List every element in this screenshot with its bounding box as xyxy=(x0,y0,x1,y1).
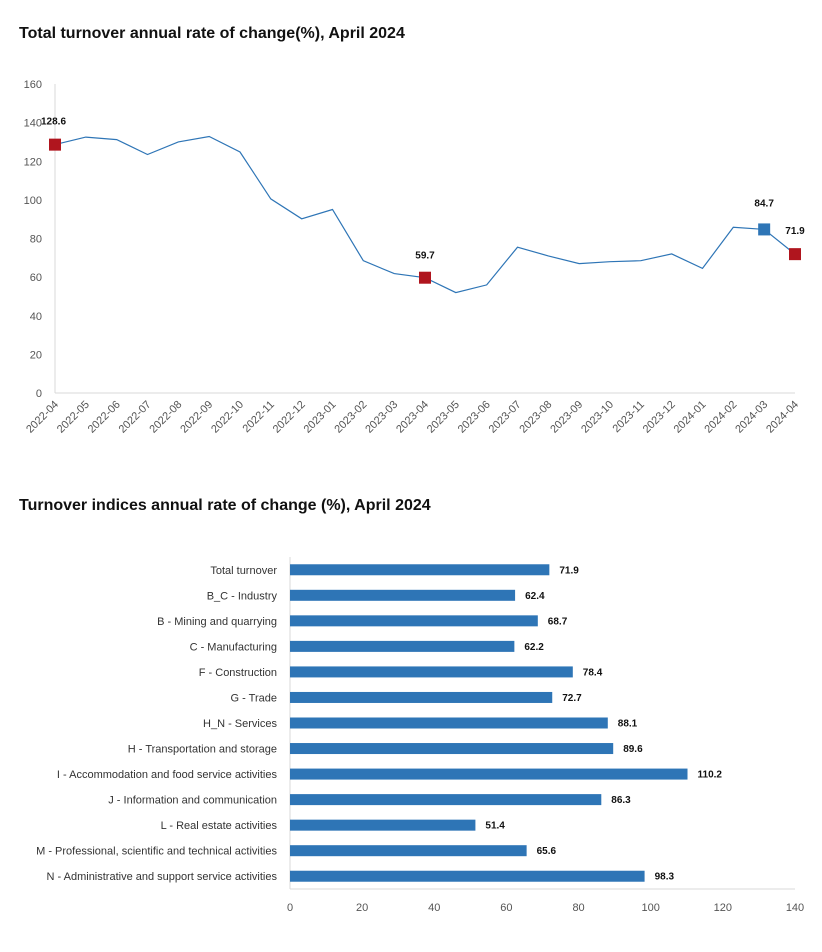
x-tick-label: 120 xyxy=(714,902,732,914)
x-tick-label: 2022-09 xyxy=(178,399,215,436)
x-tick-label: 2022-04 xyxy=(24,399,61,436)
category-label: N - Administrative and support service a… xyxy=(47,871,278,883)
x-tick-label: 80 xyxy=(572,902,584,914)
y-tick-label: 60 xyxy=(30,272,42,284)
x-tick-label: 2023-11 xyxy=(610,399,646,435)
highlight-marker xyxy=(789,248,801,261)
data-label: 51.4 xyxy=(485,821,505,832)
x-tick-label: 2023-09 xyxy=(548,399,585,436)
category-label: H - Transportation and storage xyxy=(128,744,277,756)
x-tick-label: 2023-01 xyxy=(302,399,339,436)
x-tick-label: 2024-03 xyxy=(733,399,770,436)
bar xyxy=(290,640,515,652)
bar xyxy=(290,794,602,806)
highlight-marker xyxy=(49,138,61,151)
x-tick-label: 2023-10 xyxy=(579,399,616,436)
data-label: 68.7 xyxy=(548,616,568,627)
data-label: 62.2 xyxy=(524,642,544,653)
x-tick-label: 20 xyxy=(356,902,368,914)
x-tick-label: 140 xyxy=(786,902,804,914)
x-tick-label: 2023-03 xyxy=(363,399,400,436)
data-label: 71.9 xyxy=(559,565,579,576)
category-label: G - Trade xyxy=(231,692,277,704)
bar xyxy=(290,589,516,601)
bar xyxy=(290,768,688,780)
y-tick-label: 100 xyxy=(24,195,42,207)
bar xyxy=(290,819,476,831)
x-tick-label: 60 xyxy=(500,902,512,914)
data-label: 98.3 xyxy=(655,872,675,883)
bar xyxy=(290,870,645,882)
data-label: 128.6 xyxy=(41,117,66,128)
x-tick-label: 2023-08 xyxy=(517,399,554,436)
x-tick-label: 2023-12 xyxy=(641,399,678,436)
x-tick-label: 2024-04 xyxy=(764,399,801,436)
bar xyxy=(290,845,527,857)
y-tick-label: 0 xyxy=(36,388,42,400)
x-tick-label: 2024-02 xyxy=(702,399,739,436)
x-tick-label: 2022-11 xyxy=(240,399,276,435)
data-label: 65.6 xyxy=(537,846,557,857)
category-label: H_N - Services xyxy=(203,718,277,730)
x-tick-label: 0 xyxy=(287,902,293,914)
line-chart: 0204060801001201401602022-042022-052022-… xyxy=(24,79,806,436)
x-tick-label: 2023-07 xyxy=(487,399,524,436)
series-line xyxy=(54,135,796,294)
x-tick-label: 40 xyxy=(428,902,440,914)
x-tick-label: 2023-02 xyxy=(332,399,369,436)
data-label: 88.1 xyxy=(618,719,638,730)
x-tick-label: 2022-07 xyxy=(117,399,154,436)
data-label: 84.7 xyxy=(754,198,774,209)
bar xyxy=(290,666,573,678)
bar xyxy=(290,691,553,703)
y-tick-label: 120 xyxy=(24,156,42,168)
bar xyxy=(290,564,550,576)
data-label: 62.4 xyxy=(525,591,545,602)
x-tick-label: 2022-12 xyxy=(271,399,308,436)
y-tick-label: 160 xyxy=(24,79,42,91)
category-label: J - Information and communication xyxy=(108,795,277,807)
category-label: B_C - Industry xyxy=(207,590,278,602)
category-label: F - Construction xyxy=(199,667,277,679)
y-tick-label: 140 xyxy=(24,118,42,130)
x-tick-label: 100 xyxy=(642,902,660,914)
bar xyxy=(290,615,538,627)
highlight-marker xyxy=(419,271,431,284)
y-tick-label: 80 xyxy=(30,234,42,246)
y-tick-label: 40 xyxy=(30,311,42,323)
data-label: 110.2 xyxy=(698,770,723,781)
y-tick-label: 20 xyxy=(30,349,42,361)
x-tick-label: 2022-06 xyxy=(86,399,123,436)
category-label: B - Mining and quarrying xyxy=(157,616,277,628)
x-tick-label: 2024-01 xyxy=(672,399,709,436)
category-label: C - Manufacturing xyxy=(190,641,277,653)
data-label: 86.3 xyxy=(611,795,631,806)
bar xyxy=(290,717,608,729)
x-tick-label: 2023-06 xyxy=(456,399,493,436)
category-label: I - Accommodation and food service activ… xyxy=(57,769,278,781)
data-label: 59.7 xyxy=(415,251,435,262)
highlight-marker xyxy=(758,223,771,236)
category-label: Total turnover xyxy=(210,565,277,577)
category-label: L - Real estate activities xyxy=(161,820,278,832)
category-label: M - Professional, scientific and technic… xyxy=(36,846,277,858)
x-tick-label: 2023-04 xyxy=(394,399,431,436)
data-label: 71.9 xyxy=(785,226,805,237)
data-label: 78.4 xyxy=(583,667,603,678)
bar xyxy=(290,743,614,755)
bar-chart-title: Turnover indices annual rate of change (… xyxy=(19,497,431,514)
x-tick-label: 2022-08 xyxy=(147,399,184,436)
line-chart-title: Total turnover annual rate of change(%),… xyxy=(19,25,405,42)
x-tick-label: 2022-10 xyxy=(209,399,246,436)
x-tick-label: 2022-05 xyxy=(55,399,92,436)
data-label: 89.6 xyxy=(623,744,643,755)
x-tick-label: 2023-05 xyxy=(425,399,462,436)
data-label: 72.7 xyxy=(562,693,582,704)
